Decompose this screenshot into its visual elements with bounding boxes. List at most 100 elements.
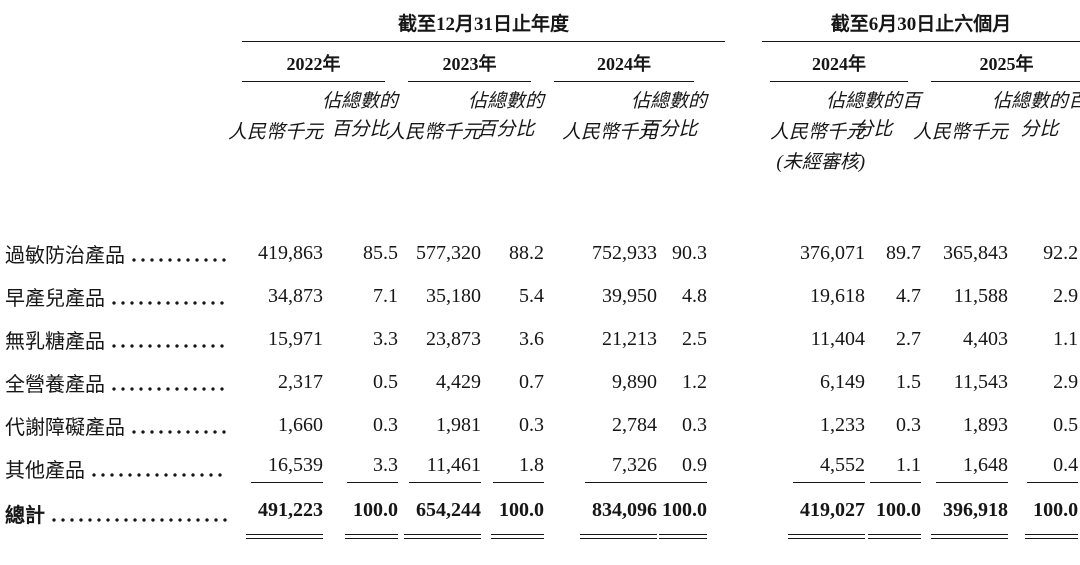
row-label-cell: 無乳糖產品	[0, 325, 230, 354]
pct-cell: 0.3	[519, 414, 544, 436]
amount-cell: 376,071	[800, 242, 866, 264]
pct-cell: 0.3	[896, 414, 922, 436]
pct-cell: 3.3	[347, 454, 398, 483]
pct-cell: 92.2	[1043, 242, 1079, 264]
pct-cell: 2.5	[682, 328, 708, 350]
amount-cell: 35,180	[426, 285, 481, 307]
label-column-header-empty	[0, 2, 230, 42]
unit-label: 人民幣千元	[385, 122, 481, 143]
row-label-cell: 早產兒產品	[0, 282, 230, 311]
amount-cell: 21,213	[602, 328, 657, 350]
dot-leader	[130, 256, 227, 263]
amount-cell: 23,873	[426, 328, 481, 350]
table-row-full-nutrition-products: 全營養產品 2,317 0.5 4,429 0.7 9,890 1.2 6,14…	[0, 361, 1080, 404]
amount-cell: 1,893	[963, 414, 1009, 436]
pct-cell: 88.2	[509, 242, 544, 264]
pct-header-line1: 佔總數的百	[992, 91, 1080, 112]
pct-cell: 5.4	[519, 285, 544, 307]
pct-header-2024: 佔總數的 百分比	[631, 82, 709, 144]
double-rule	[246, 534, 323, 539]
total-amount-cell: 654,244	[416, 499, 481, 521]
double-rule	[868, 534, 922, 539]
pct-header-line1: 佔總數的百	[826, 91, 922, 112]
pct-cell: 90.3	[672, 242, 708, 264]
annual-group-title: 截至12月31日止年度	[242, 9, 726, 42]
pct-cell: 4.8	[682, 285, 708, 307]
amount-cell: 11,404	[810, 328, 866, 350]
pct-cell: 89.7	[886, 242, 922, 264]
total-amount-cell: 419,027	[800, 499, 866, 521]
unit-label: 人民幣千元	[561, 122, 657, 143]
amount-cell: 15,971	[268, 328, 323, 350]
interim-group-header-cell: 截至6月30日止六個月	[762, 2, 1080, 42]
interim-2025-cell: 2025年	[923, 42, 1080, 82]
double-rule	[931, 534, 1009, 539]
amount-cell: 6,149	[820, 371, 866, 393]
year-2023-label: 2023年	[408, 50, 531, 82]
total-pct-cell: 100.0	[876, 499, 922, 521]
unit-label: 人民幣千元	[770, 122, 866, 143]
pct-header-row: 佔總數的 百分比 佔總數的 百分比 佔總數的 百分比 佔總數的百 分比	[0, 82, 1080, 140]
row-label: 無乳糖產品	[5, 331, 105, 353]
dot-leader	[110, 299, 227, 306]
amount-cell: 419,863	[258, 242, 323, 264]
unit-header-interim-2024: 人民幣千元	[762, 112, 867, 144]
pct-header-line1: 佔總數的	[321, 91, 398, 112]
amount-cell: 11,588	[953, 285, 1009, 307]
unaudited-note-cell: (未經審核)	[762, 144, 867, 174]
amount-cell: 4,429	[436, 371, 481, 393]
unit-label: 人民幣千元	[227, 122, 323, 143]
unit-header-2022: 人民幣千元	[227, 112, 325, 144]
total-amount-cell: 396,918	[943, 499, 1009, 521]
row-label: 代謝障礙產品	[5, 417, 125, 439]
pct-cell: 0.7	[519, 371, 544, 393]
double-rule	[345, 534, 398, 539]
double-rule	[659, 534, 708, 539]
year-2023-cell: 2023年	[400, 42, 546, 82]
table-row-preterm-products: 早產兒產品 34,873 7.1 35,180 5.4 39,950 4.8 1…	[0, 275, 1080, 318]
amount-cell: 1,660	[278, 414, 323, 436]
amount-cell: 11,543	[953, 371, 1009, 393]
pct-header-interim-2025: 佔總數的百 分比	[992, 82, 1080, 144]
table-row-other-products: 其他產品 16,539 3.3 11,461 1.8 7,326 0.9 4,5…	[0, 447, 1080, 490]
pct-cell: 1.5	[896, 371, 922, 393]
amount-cell: 19,618	[810, 285, 866, 307]
total-amount-cell: 834,096	[592, 499, 657, 521]
pct-cell: 1.2	[682, 371, 708, 393]
amount-cell: 4,403	[963, 328, 1009, 350]
pct-cell: 4.7	[896, 285, 922, 307]
amount-cell: 2,317	[278, 371, 323, 393]
pct-header-line2: 分比	[854, 119, 893, 140]
row-label: 全營養產品	[5, 374, 105, 396]
dot-leader	[90, 471, 227, 478]
double-rule	[1025, 534, 1079, 539]
total-pct-cell: 100.0	[353, 499, 398, 521]
table-row-allergy-products: 過敏防治產品 419,863 85.5 577,320 88.2 752,933…	[0, 232, 1080, 275]
pct-cell: 0.5	[373, 371, 398, 393]
pct-cell: 3.3	[373, 328, 398, 350]
year-2022-label: 2022年	[242, 50, 385, 82]
total-amount-cell: 491,223	[258, 499, 323, 521]
dot-leader	[130, 428, 227, 435]
pct-header-line2: 百分比	[477, 119, 535, 140]
amount-cell: 1,981	[436, 414, 481, 436]
pct-header-line1: 佔總數的	[631, 91, 708, 112]
row-label-cell: 過敏防治產品	[0, 239, 230, 268]
total-pct-cell: 100.0	[662, 499, 708, 521]
row-label: 其他產品	[5, 460, 85, 482]
dot-leader	[50, 516, 227, 523]
amount-cell: 752,933	[592, 242, 657, 264]
pct-cell: 0.3	[373, 414, 398, 436]
dot-leader	[110, 385, 227, 392]
year-2022-cell: 2022年	[230, 42, 400, 82]
amount-cell: 7,326	[585, 454, 657, 483]
table-row-total: 總計 491,223 100.0 654,244 100.0 834,096 1…	[0, 490, 1080, 539]
unit-header-row: 人民幣千元 人民幣千元 人民幣千元 人民幣千元 人民幣千元	[0, 112, 1080, 144]
unit-header-interim-2025: 人民幣千元	[913, 112, 1010, 144]
total-pct-cell: 100.0	[1033, 499, 1079, 521]
pct-cell: 85.5	[363, 242, 398, 264]
pct-cell: 3.6	[519, 328, 544, 350]
double-rule	[404, 534, 481, 539]
year-header-row: 2022年 2023年 2024年 2024年 2025年	[0, 42, 1080, 82]
amount-cell: 9,890	[612, 371, 657, 393]
